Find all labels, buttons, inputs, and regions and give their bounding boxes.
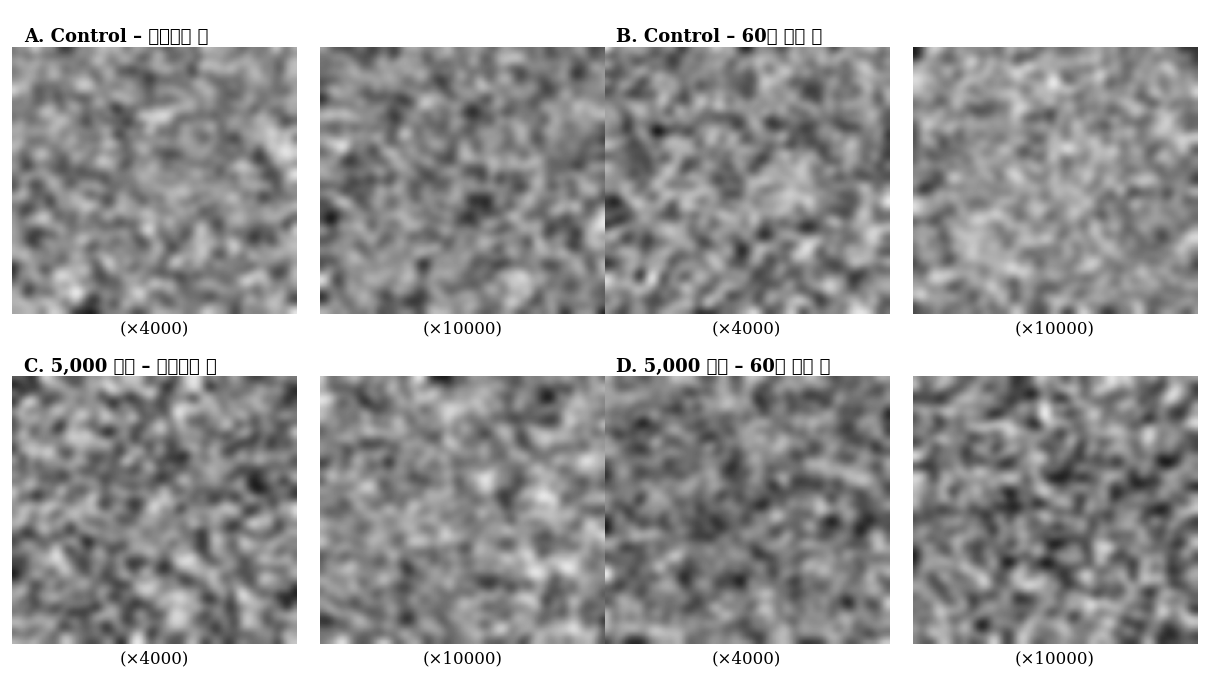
Text: (×4000): (×4000): [120, 320, 189, 337]
Text: A. Control – 효소반응 전: A. Control – 효소반응 전: [24, 27, 208, 46]
Text: (×10000): (×10000): [1014, 650, 1094, 667]
Text: (×4000): (×4000): [120, 650, 189, 667]
Text: B. Control – 60분 반응 후: B. Control – 60분 반응 후: [617, 27, 822, 46]
Text: (×4000): (×4000): [712, 320, 781, 337]
Text: (×10000): (×10000): [422, 320, 502, 337]
Text: (×10000): (×10000): [422, 650, 502, 667]
Text: (×10000): (×10000): [1014, 320, 1094, 337]
Text: C. 5,000 기압 – 효소반응 전: C. 5,000 기압 – 효소반응 전: [24, 357, 216, 376]
Text: D. 5,000 기압 – 60분 반응 후: D. 5,000 기압 – 60분 반응 후: [617, 357, 831, 376]
Text: (×4000): (×4000): [712, 650, 781, 667]
